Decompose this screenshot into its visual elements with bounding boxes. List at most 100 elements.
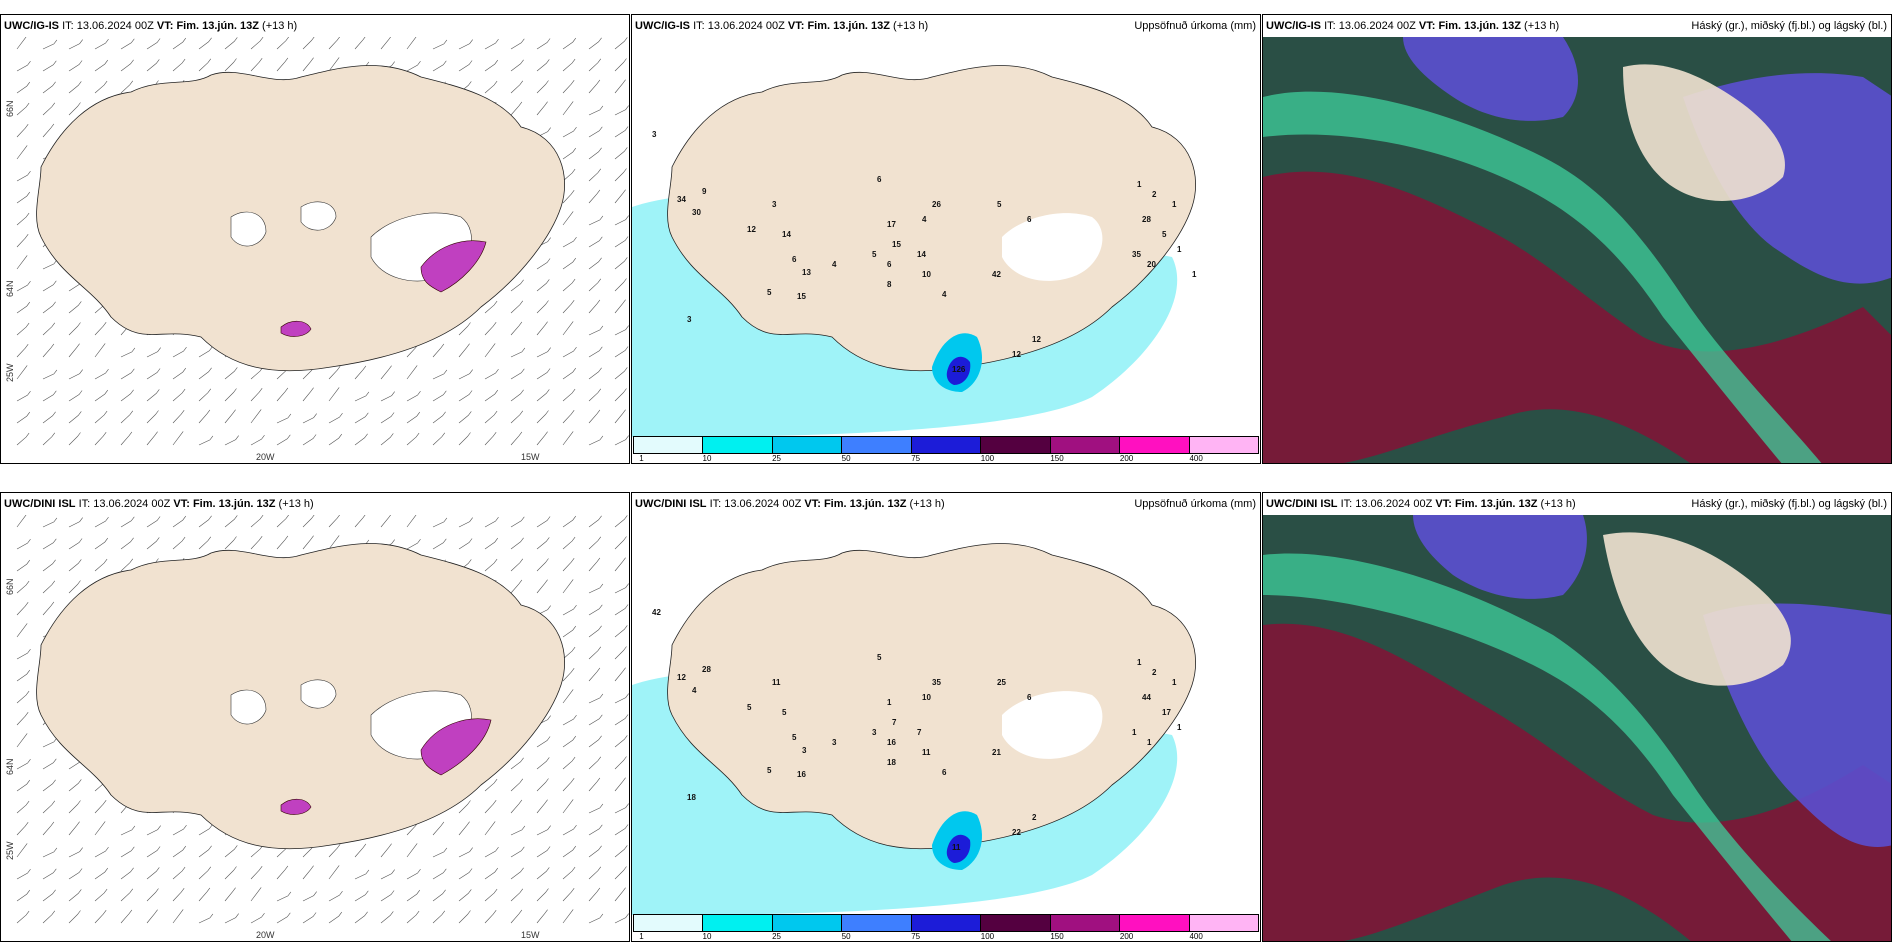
wind-barb (42, 847, 58, 858)
legend-swatch (1189, 437, 1258, 453)
legend-swatch (842, 915, 912, 931)
wind-barb (16, 869, 31, 880)
high-wind-area (420, 240, 487, 293)
wind-barb (328, 911, 343, 924)
wind-barb (172, 347, 187, 358)
wind-barb (562, 278, 576, 292)
wind-barb (354, 412, 369, 424)
legend-swatch (634, 915, 704, 931)
wind-barb (146, 846, 161, 858)
lon-label: 20W (256, 930, 275, 940)
high-wind-area (280, 798, 312, 815)
wind-barb (484, 847, 499, 858)
legend-swatch (1120, 437, 1190, 453)
wind-barb (120, 59, 134, 72)
wind-barb (16, 365, 28, 380)
precip-value-label: 42 (652, 608, 661, 617)
wind-barb (16, 322, 30, 336)
wind-barb (510, 825, 526, 836)
wind-barb (16, 623, 28, 638)
cloud-map-svg (1263, 515, 1891, 941)
wind-barb (68, 301, 82, 314)
vt-label: VT: (787, 20, 805, 32)
wind-barb (614, 37, 628, 50)
low-cloud-edge (1263, 553, 1831, 941)
vt-label: VT: (1418, 20, 1436, 32)
legend-label: 10 (702, 454, 712, 463)
wind-barb (484, 39, 499, 50)
wind-barb (16, 145, 28, 160)
wind-barb (588, 388, 602, 402)
vt-label: VT: (804, 498, 821, 510)
wind-barb (588, 803, 604, 814)
legend-label: 400 (1189, 454, 1203, 463)
wind-barb (328, 387, 340, 402)
wind-barb (536, 59, 550, 72)
wind-barb (614, 536, 627, 550)
wind-barb (536, 516, 551, 528)
precip-value-label: 5 (747, 703, 752, 712)
wind-barb (16, 539, 31, 550)
precip-value-label: 11 (922, 748, 931, 757)
wind-barb (198, 435, 214, 446)
wind-barb (16, 649, 31, 660)
high-wind-area (280, 320, 312, 337)
wind-barb (510, 799, 523, 814)
precip-value-label: 12 (747, 225, 756, 234)
wind-barb (354, 365, 367, 380)
wind-barb (510, 757, 524, 770)
wind-barb (68, 559, 82, 572)
wind-barb (16, 281, 31, 292)
wind-barb (614, 325, 629, 336)
it-value: 13.06.2024 00Z (1338, 20, 1416, 32)
wind-barb (458, 369, 473, 380)
wind-barb (406, 843, 418, 858)
legend-label: 1 (639, 932, 644, 941)
precip-legend: 1 10 25 50 75 100 150 200 400 (633, 914, 1259, 941)
wind-barb (94, 537, 109, 550)
wind-barb (354, 890, 369, 902)
wind-barb (614, 367, 628, 380)
vt-value: Fim. 13.jún. 13Z (823, 498, 907, 510)
wind-barb (562, 715, 577, 726)
vt-value: Fim. 13.jún. 13Z (807, 20, 890, 32)
wind-barb (536, 778, 549, 792)
lead-time: (+13 h) (278, 498, 314, 510)
wind-barb (198, 346, 213, 358)
wind-barb (588, 168, 602, 182)
wind-barb (380, 515, 392, 528)
wind-barb (16, 580, 30, 594)
wind-barb (562, 127, 577, 138)
wind-barb (380, 412, 395, 424)
wind-barb (68, 847, 83, 858)
precip-value-label: 22 (1012, 828, 1021, 837)
wind-barb (250, 536, 263, 550)
wind-barb (224, 887, 236, 902)
wind-barb (42, 369, 58, 380)
wind-barb (562, 845, 577, 858)
iceland-land (36, 65, 565, 372)
wind-barb (198, 887, 211, 902)
wind-barb (276, 535, 289, 550)
precip-value-label: 28 (702, 665, 711, 674)
wind-barb (484, 369, 499, 380)
model-name: UWC/DINI ISL (4, 498, 76, 510)
wind-barb (588, 777, 601, 792)
wind-barb (42, 343, 55, 358)
precip-value-label: 5 (872, 250, 877, 259)
wind-barb (458, 60, 473, 72)
precip-value-label: 20 (1147, 260, 1156, 269)
cloud-panel-row2: UWC/DINI ISL IT: 13.06.2024 00Z VT: Fim.… (1262, 492, 1892, 942)
wind-barb (510, 909, 523, 924)
wind-barb (302, 434, 317, 446)
wind-barb (172, 367, 187, 380)
wind-barb (302, 535, 314, 550)
wind-barb (588, 646, 602, 660)
wind-barb (536, 846, 551, 858)
precip-panel-row1: UWC/IG-IS IT: 13.06.2024 00Z VT: Fim. 13… (631, 14, 1261, 464)
wind-barb (68, 800, 81, 814)
wind-barb (536, 825, 551, 836)
wind-barb (302, 387, 314, 402)
wind-barb (68, 39, 83, 50)
wind-barb (146, 347, 161, 358)
